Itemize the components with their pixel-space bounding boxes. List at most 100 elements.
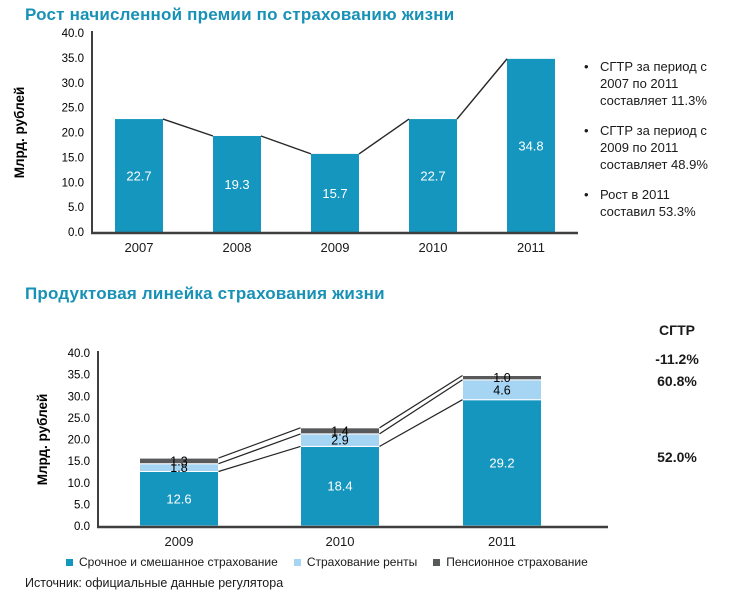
bullet-item: • СГТР за период с 2009 по 2011 составля… [584, 122, 750, 173]
y-tick-label: 5.0 [68, 202, 84, 214]
chart2-title: Продуктовая линейка страхования жизни [25, 284, 385, 303]
y-tick-label: 40.0 [62, 28, 84, 40]
bullet-line: Рост в 2011 [600, 187, 670, 202]
bar-value-label: 22.7 [420, 169, 445, 184]
trend-connector-line [358, 118, 410, 155]
segment-2-2011 [462, 374, 542, 381]
legend-swatch-teal-icon [66, 558, 73, 566]
y-tick-label: 0.0 [68, 227, 84, 239]
x-tick-label: 2009 [165, 534, 194, 549]
bullet-icon: • [584, 187, 589, 202]
segment-0-2009 [139, 471, 219, 527]
chart1-title: Рост начисленной премии по страхованию ж… [25, 5, 455, 24]
segment-value-label: 1.3 [170, 454, 187, 468]
legend-label: Пенсионное страхование [446, 555, 588, 569]
segment-0-2011 [462, 399, 542, 527]
segment-2-2009 [139, 457, 219, 465]
y-tick-label: 30.0 [62, 78, 84, 90]
stack-connector-line [379, 399, 463, 447]
segment-0-2010 [300, 445, 380, 527]
summary-bullets: • СГТР за период с 2007 по 2011 составля… [584, 58, 750, 233]
sgtr-value-pension: -11.2% [655, 351, 699, 367]
stack-connector-line [218, 445, 301, 473]
stack-connector-line [218, 433, 301, 465]
bar-value-label: 15.7 [322, 186, 347, 201]
x-tick-label: 2010 [419, 240, 448, 255]
y-tick-label: 35.0 [62, 53, 84, 65]
bullet-text: СГТР за период с 2009 по 2011 составляет… [600, 122, 708, 173]
y-tick-label: 30.0 [68, 391, 90, 403]
legend: Срочное и смешанное страхование Страхова… [66, 555, 604, 569]
bullet-icon: • [584, 59, 589, 74]
y-tick-label: 10.0 [68, 478, 90, 490]
bar-2010 [409, 119, 457, 232]
bullet-text: Рост в 2011 составил 53.3% [600, 186, 696, 220]
legend-label: Страхование ренты [306, 555, 418, 569]
legend-item-pension: Пенсионное страхование [433, 555, 588, 569]
bullet-line: 2007 по 2011 [600, 76, 679, 91]
segment-2-2010 [300, 427, 380, 435]
bullet-icon: • [584, 123, 589, 138]
sgtr-value-rent: 60.8% [657, 373, 697, 389]
segment-value-label: 2.9 [331, 434, 348, 448]
sgtr-panel: СГТР -11.2% 60.8% 52.0% [627, 322, 727, 465]
x-tick-label: 2010 [326, 534, 355, 549]
y-tick-label: 10.0 [62, 177, 84, 189]
y-tick-label: 5.0 [74, 499, 90, 511]
legend-item-rent: Страхование ренты [293, 555, 418, 569]
y-tick-label: 0.0 [74, 521, 90, 533]
y-tick-label: 40.0 [68, 348, 90, 360]
segment-value-label: 1.0 [493, 371, 510, 385]
y-tick-label: 35.0 [68, 370, 90, 382]
y-tick-label: 20.0 [62, 128, 84, 140]
trend-connector-line [162, 118, 214, 137]
y-tick-label: 25.0 [68, 413, 90, 425]
stack-connector-line [218, 427, 301, 459]
legend-item-term: Срочное и смешанное страхование [66, 555, 278, 569]
segment-value-label: 1.8 [170, 461, 187, 475]
trend-connector-line [260, 135, 312, 155]
y-axis-title: Млрд. рублей [35, 394, 50, 486]
bullet-text: СГТР за период с 2007 по 2011 составляет… [600, 58, 707, 109]
bullet-item: • СГТР за период с 2007 по 2011 составля… [584, 58, 750, 109]
legend-swatch-lightblue-icon [293, 558, 301, 566]
bar-2009 [311, 153, 359, 232]
y-axis-title: Млрд. рублей [12, 87, 27, 179]
x-tick-label: 2011 [517, 240, 545, 255]
y-tick-label: 15.0 [68, 456, 90, 468]
y-tick-label: 25.0 [62, 103, 84, 115]
x-tick-label: 2011 [488, 534, 516, 549]
x-tick-label: 2009 [321, 240, 350, 255]
legend-swatch-gray-icon [433, 558, 441, 566]
bar-value-label: 34.8 [518, 138, 543, 153]
x-tick-label: 2007 [125, 240, 154, 255]
bullet-line: составляет 11.3% [600, 93, 707, 108]
source-note: Источник: официальные данные регулятора [25, 576, 284, 590]
bullet-line: составил 53.3% [600, 204, 696, 219]
segment-value-label: 29.2 [489, 455, 514, 470]
y-tick-label: 20.0 [68, 435, 90, 447]
bullet-line: СГТР за период с [600, 123, 707, 138]
bar-value-label: 19.3 [224, 177, 249, 192]
segment-value-label: 18.4 [327, 479, 352, 494]
trend-connector-line [456, 58, 508, 120]
stack-connector-line [379, 379, 463, 435]
bullet-line: СГТР за период с [600, 59, 707, 74]
bullet-line: 2009 по 2011 [600, 140, 679, 155]
segment-value-label: 4.6 [493, 383, 510, 397]
bar-value-label: 22.7 [126, 169, 151, 184]
bullet-item: • Рост в 2011 составил 53.3% [584, 186, 750, 220]
segment-value-label: 12.6 [166, 491, 191, 506]
y-tick-label: 15.0 [62, 152, 84, 164]
bar-2011 [507, 58, 555, 233]
bar-2008 [213, 135, 261, 232]
bullet-line: составляет 48.9% [600, 157, 708, 172]
legend-label: Срочное и смешанное страхование [79, 555, 278, 569]
segment-value-label: 1.4 [331, 424, 348, 438]
stack-connector-line [379, 374, 463, 429]
sgtr-title: СГТР [659, 322, 695, 338]
x-tick-label: 2008 [223, 240, 252, 255]
bar-2007 [115, 119, 163, 232]
